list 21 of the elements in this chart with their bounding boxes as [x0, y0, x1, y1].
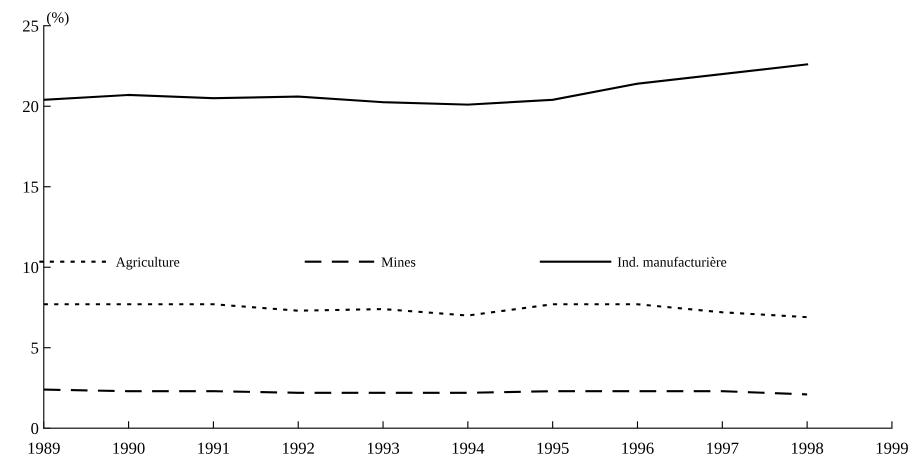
x-tick-label: 1991 [198, 442, 230, 454]
legend-label: Ind. manufacturière [618, 256, 726, 267]
x-tick-label: 1993 [368, 442, 400, 454]
legend-label: Mines [382, 257, 416, 267]
x-tick-label: 1998 [792, 442, 824, 454]
x-tick-label: 1996 [622, 442, 654, 454]
y-tick-label: 15 [24, 182, 38, 193]
y-tick-label: 10 [24, 262, 38, 274]
y-tick-label: 5 [32, 342, 38, 354]
y-axis-title: (%) [46, 12, 69, 26]
legend-label: Agriculture [116, 256, 180, 270]
x-tick-label: 1997 [707, 442, 738, 454]
x-tick-label: 1989 [28, 442, 60, 454]
x-tick-label: 1994 [452, 442, 484, 454]
y-tick-label: 20 [22, 100, 38, 112]
y-tick-label: 0 [31, 422, 38, 434]
y-tick-label: 25 [22, 20, 38, 32]
x-tick-label: 1990 [113, 442, 145, 454]
x-tick-label: 1999 [876, 442, 908, 454]
x-tick-label: 1995 [537, 442, 569, 454]
x-tick-label: 1992 [283, 442, 314, 454]
